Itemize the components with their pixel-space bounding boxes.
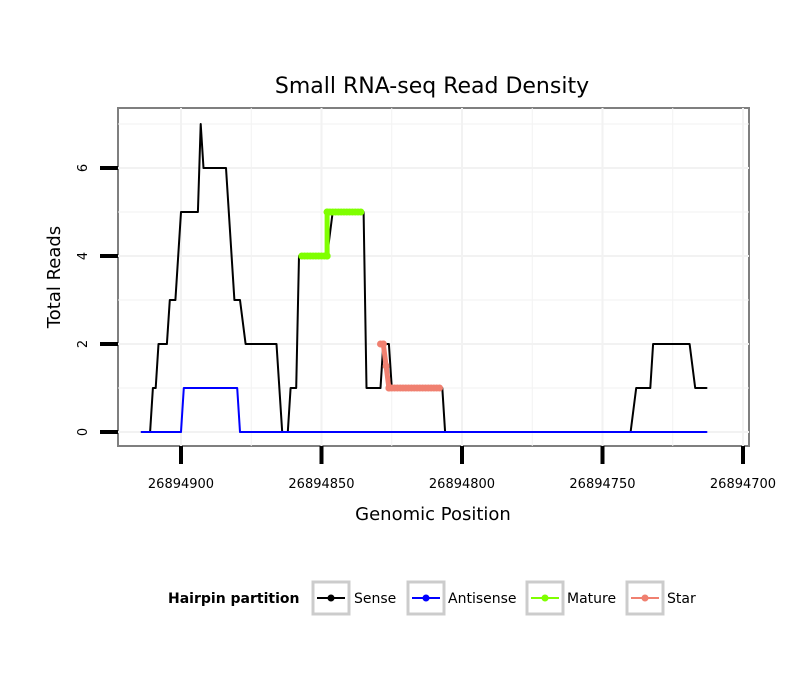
antisense-series-line [140, 387, 708, 433]
y-tick-label: 0 [76, 428, 91, 436]
series-layer [140, 123, 708, 433]
legend-key-point-mature [541, 594, 549, 602]
y-tick-label: 6 [76, 164, 91, 172]
x-axis-title: Genomic Position [355, 504, 511, 525]
legend-label-antisense: Antisense [448, 591, 517, 607]
legend-label-star: Star [667, 591, 696, 607]
x-tick-label: 26894700 [710, 477, 776, 492]
legend-key-point-sense [327, 594, 335, 602]
x-tick-label: 26894850 [288, 477, 354, 492]
star-point [436, 384, 444, 392]
mature-point [357, 208, 365, 216]
y-axis-title: Total Reads [44, 226, 65, 329]
legend-label-sense: Sense [354, 591, 396, 607]
x-axis: 26894900 26894850 26894800 26894750 26894700 [148, 446, 776, 492]
legend-label-mature: Mature [567, 591, 616, 607]
star-point [379, 340, 387, 348]
y-tick-label: 2 [76, 340, 91, 348]
star-point [382, 362, 390, 370]
x-tick-label: 26894800 [429, 477, 495, 492]
mature-point [323, 252, 331, 260]
y-axis: 0 2 4 6 [76, 164, 118, 436]
x-tick-label: 26894750 [569, 477, 635, 492]
plot-panel [117, 107, 750, 447]
legend: Hairpin partition Sense Antisense Mature St… [168, 580, 696, 616]
chart-title: Small RNA-seq Read Density [275, 74, 589, 99]
y-tick-label: 4 [76, 252, 91, 260]
legend-key-point-star [641, 594, 649, 602]
legend-key-point-antisense [422, 594, 430, 602]
legend-title: Hairpin partition [168, 591, 299, 607]
x-tick-label: 26894900 [148, 477, 214, 492]
